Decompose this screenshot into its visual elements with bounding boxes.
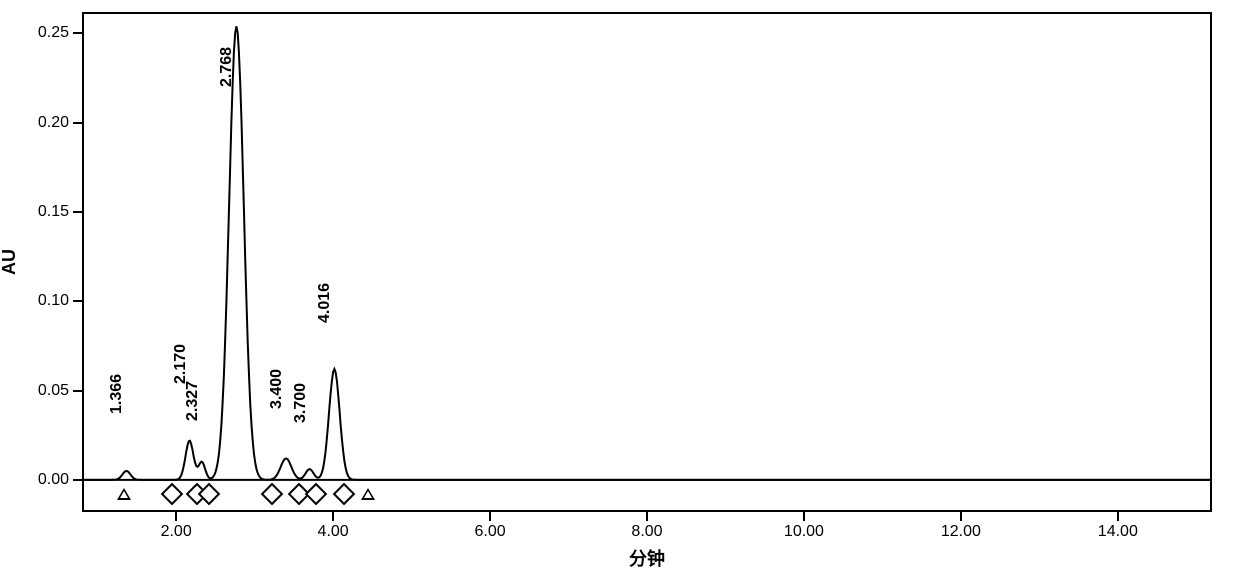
integration-start-end-marker-icon xyxy=(361,488,375,500)
peak-label: 2.768 xyxy=(218,47,236,87)
integration-start-end-marker-icon xyxy=(117,488,131,500)
trace-path xyxy=(82,26,1212,480)
peak-label: 2.170 xyxy=(172,343,190,383)
peak-label: 1.366 xyxy=(108,374,126,414)
chromatogram-trace xyxy=(0,0,1240,587)
peak-label: 3.400 xyxy=(268,368,286,408)
peak-label: 4.016 xyxy=(316,283,334,323)
peak-label: 2.327 xyxy=(184,381,202,421)
peak-label: 3.700 xyxy=(292,383,310,423)
chart-container: AU 分钟 0.000.050.100.150.200.25 2.004.006… xyxy=(0,0,1240,587)
